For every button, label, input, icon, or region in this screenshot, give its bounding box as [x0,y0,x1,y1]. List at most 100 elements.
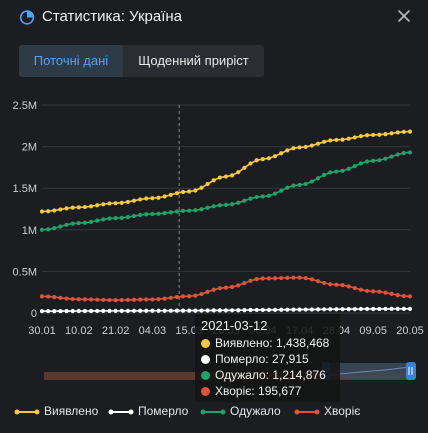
series-point-recovered [174,209,180,214]
confirmed-dot-icon [201,339,210,348]
legend-item-confirmed[interactable]: Виявлено [14,404,98,418]
legend-label-confirmed: Виявлено [44,404,99,418]
series-point-confirmed [119,200,124,205]
range-handle-right[interactable] [406,362,416,380]
series-point-recovered [358,161,364,166]
series-point-sick [371,289,376,294]
series-point-deaths [193,308,198,313]
series-point-confirmed [248,161,253,166]
series-point-confirmed [322,139,327,144]
series-point-recovered [211,204,216,209]
series-point-confirmed [352,135,357,140]
series-point-deaths [156,308,161,313]
series-point-sick [211,287,216,292]
series-point-deaths [340,307,345,312]
series-point-confirmed [46,209,51,214]
series-point-confirmed [334,137,339,143]
series-point-deaths [144,308,149,313]
series-point-recovered [260,194,265,199]
series-point-confirmed [254,158,259,163]
series-point-deaths [168,308,173,313]
x-tick-label: 30.01 [28,325,56,337]
series-point-deaths [82,308,88,314]
series-point-sick [46,294,51,299]
series-point-sick [131,297,137,302]
series-point-sick [58,295,63,300]
series-point-recovered [303,181,308,187]
tab-current-data[interactable]: Поточні дані [19,45,123,77]
series-point-sick [236,283,241,288]
series-point-confirmed [291,146,296,151]
series-point-confirmed [297,145,302,150]
series-point-confirmed [162,194,167,199]
series-point-recovered [131,213,137,219]
legend-item-sick[interactable]: Хворіє [294,404,360,418]
y-tick-label: 1M [22,225,37,237]
legend-item-deaths[interactable]: Померло [108,404,188,418]
series-point-deaths [95,308,100,314]
series-point-sick [389,291,394,296]
series-point-confirmed [211,178,216,183]
series-point-recovered [150,211,155,217]
deaths-dot-icon [201,355,210,364]
series-point-deaths [401,306,406,311]
series-point-recovered [395,152,400,157]
tab-daily-growth[interactable]: Щоденний приріст [138,53,249,68]
series-point-confirmed [309,143,314,148]
series-point-confirmed [395,130,400,135]
series-point-recovered [88,219,94,224]
series-point-recovered [168,210,173,215]
series-point-deaths [309,307,314,312]
series-point-deaths [242,308,247,313]
series-point-deaths [46,309,51,314]
series-point-recovered [248,196,253,201]
series-point-deaths [52,309,57,314]
series-point-recovered [254,194,259,200]
series-point-confirmed [346,136,351,141]
series-point-deaths [291,307,296,312]
series-point-deaths [248,307,253,313]
series-point-recovered [407,150,413,155]
series-point-sick [138,297,143,302]
series-point-sick [242,280,247,286]
series-point-sick [156,297,161,302]
series-point-deaths [364,306,370,312]
series-point-deaths [389,306,394,312]
series-point-confirmed [76,205,81,210]
series-point-confirmed [230,173,235,178]
close-icon[interactable] [395,7,413,25]
series-point-sick [95,297,100,302]
series-point-sick [377,289,382,294]
series-point-sick [125,297,130,303]
series-point-recovered [297,182,302,187]
series-point-deaths [119,308,124,313]
series-point-sick [364,288,370,294]
tooltip-row-sick: Хворіє: 195,677 [201,384,301,398]
series-point-sick [119,297,124,303]
series-point-deaths [223,308,229,313]
sick-dot-icon [201,387,210,396]
series-point-recovered [193,208,198,213]
series-point-confirmed [315,141,321,146]
series-point-deaths [64,308,69,314]
series-point-recovered [119,215,124,220]
series-point-recovered [334,169,339,174]
series-point-confirmed [199,185,204,190]
series-point-recovered [39,227,45,232]
window-title: Статистика: Україна [42,8,183,25]
series-point-recovered [352,164,357,169]
series-point-recovered [322,172,327,177]
series-point-sick [395,293,400,298]
series-point-recovered [279,188,284,193]
series-point-confirmed [303,144,308,150]
series-point-deaths [352,306,357,312]
series-point-deaths [328,307,333,312]
series-point-recovered [272,191,278,196]
series-point-confirmed [58,207,63,212]
series-point-deaths [236,308,241,313]
series-point-confirmed [371,132,376,138]
series-point-recovered [309,179,314,184]
series-point-sick [150,297,155,302]
legend-item-recovered[interactable]: Одужало [200,404,281,418]
series-point-sick [383,290,388,295]
